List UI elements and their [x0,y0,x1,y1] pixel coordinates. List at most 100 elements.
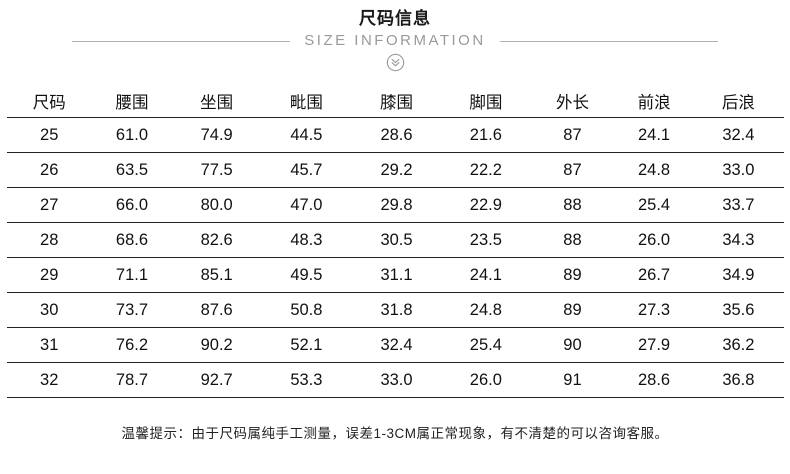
table-cell: 25 [6,117,92,153]
right-divider-line [499,40,718,42]
table-cell: 89 [530,292,615,328]
table-cell: 80.0 [171,187,262,223]
table-cell: 87.6 [171,292,262,328]
column-header: 膝围 [351,84,442,118]
table-cell: 26.0 [441,362,531,398]
table-cell: 90.2 [171,327,262,363]
table-cell: 85.1 [171,257,262,293]
table-cell: 24.1 [441,257,531,293]
table-cell: 87 [530,152,615,188]
header-row: 尺码 腰围 坐围 毗围 膝围 脚围 外长 前浪 后浪 [6,84,784,118]
table-cell: 21.6 [441,117,531,153]
table-row: 27 66.0 80.0 47.0 29.8 22.9 88 25.4 33.7 [6,187,784,223]
column-header: 脚围 [441,84,531,118]
size-table-head: 尺码 腰围 坐围 毗围 膝围 脚围 外长 前浪 后浪 [6,84,784,118]
table-cell: 24.8 [614,152,694,188]
table-cell: 78.7 [91,362,172,398]
table-cell: 90 [530,327,615,363]
table-cell: 73.7 [91,292,172,328]
table-cell: 88 [530,222,615,258]
table-cell: 48.3 [261,222,352,258]
table-cell: 68.6 [91,222,172,258]
column-header: 后浪 [693,84,784,118]
double-chevron-down-icon [386,53,405,76]
table-row: 32 78.7 92.7 53.3 33.0 26.0 91 28.6 36.8 [6,362,784,398]
table-cell: 22.9 [441,187,531,223]
subtitle-row: SIZE INFORMATION [0,32,790,50]
table-cell: 89 [530,257,615,293]
table-cell: 35.6 [693,292,784,328]
table-cell: 71.1 [91,257,172,293]
column-header: 坐围 [171,84,262,118]
table-cell: 31.1 [351,257,442,293]
table-cell: 52.1 [261,327,352,363]
size-table: 尺码 腰围 坐围 毗围 膝围 脚围 外长 前浪 后浪 25 61.0 74.9 44.… [6,84,784,398]
table-cell: 31 [6,327,92,363]
table-cell: 25.4 [614,187,694,223]
table-cell: 76.2 [91,327,172,363]
table-cell: 32 [6,362,92,398]
table-cell: 24.1 [614,117,694,153]
table-cell: 22.2 [441,152,531,188]
table-cell: 34.9 [693,257,784,293]
table-cell: 27.9 [614,327,694,363]
table-cell: 33.0 [351,362,442,398]
left-divider-line [72,40,291,42]
size-table-body: 25 61.0 74.9 44.5 28.6 21.6 87 24.1 32.4 26 63.5 77… [6,117,784,398]
table-row: 30 73.7 87.6 50.8 31.8 24.8 89 27.3 35.6 [6,292,784,328]
icon-row [0,53,790,72]
table-cell: 28.6 [614,362,694,398]
table-cell: 27.3 [614,292,694,328]
size-info-header: 尺码信息 SIZE INFORMATION [0,0,790,72]
table-cell: 34.3 [693,222,784,258]
column-header: 尺码 [6,84,92,118]
table-cell: 26 [6,152,92,188]
table-cell: 30.5 [351,222,442,258]
page-subtitle: SIZE INFORMATION [304,32,486,49]
table-cell: 29.2 [351,152,442,188]
table-cell: 87 [530,117,615,153]
table-cell: 25.4 [441,327,531,363]
table-cell: 44.5 [261,117,352,153]
table-cell: 50.8 [261,292,352,328]
table-cell: 28 [6,222,92,258]
table-cell: 30 [6,292,92,328]
table-cell: 36.2 [693,327,784,363]
table-cell: 26.7 [614,257,694,293]
table-cell: 88 [530,187,615,223]
table-cell: 45.7 [261,152,352,188]
column-header: 腰围 [91,84,172,118]
table-cell: 53.3 [261,362,352,398]
table-cell: 29.8 [351,187,442,223]
table-cell: 28.6 [351,117,442,153]
table-cell: 23.5 [441,222,531,258]
table-cell: 47.0 [261,187,352,223]
table-cell: 91 [530,362,615,398]
table-row: 28 68.6 82.6 48.3 30.5 23.5 88 26.0 34.3 [6,222,784,258]
table-cell: 61.0 [91,117,172,153]
table-cell: 74.9 [171,117,262,153]
column-header: 毗围 [261,84,352,118]
table-cell: 63.5 [91,152,172,188]
table-row: 31 76.2 90.2 52.1 32.4 25.4 90 27.9 36.2 [6,327,784,363]
table-cell: 49.5 [261,257,352,293]
table-cell: 36.8 [693,362,784,398]
table-cell: 66.0 [91,187,172,223]
table-cell: 92.7 [171,362,262,398]
table-cell: 33.7 [693,187,784,223]
table-cell: 77.5 [171,152,262,188]
table-cell: 27 [6,187,92,223]
table-cell: 82.6 [171,222,262,258]
table-cell: 29 [6,257,92,293]
table-cell: 31.8 [351,292,442,328]
table-cell: 32.4 [351,327,442,363]
table-cell: 26.0 [614,222,694,258]
table-cell: 24.8 [441,292,531,328]
page-title: 尺码信息 [359,9,431,28]
column-header: 外长 [530,84,615,118]
footer-note: 温馨提示：由于尺码属纯手工测量，误差1-3CM属正常现象，有不清楚的可以咨询客服… [121,426,669,441]
table-cell: 33.0 [693,152,784,188]
table-cell: 32.4 [693,117,784,153]
table-row: 29 71.1 85.1 49.5 31.1 24.1 89 26.7 34.9 [6,257,784,293]
table-row: 25 61.0 74.9 44.5 28.6 21.6 87 24.1 32.4 [6,117,784,153]
